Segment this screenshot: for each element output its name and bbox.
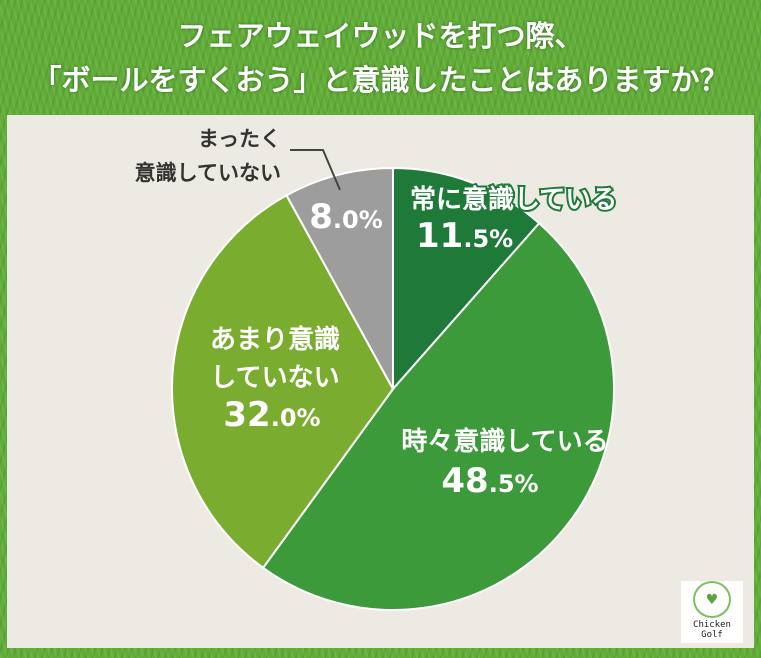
- slice-label: 常に意識している: [410, 184, 617, 215]
- leader-line: [290, 149, 341, 191]
- slice-label: まったく: [198, 127, 281, 151]
- logo-text-2: Golf: [701, 630, 723, 640]
- chicken-golf-logo: ♥ Chicken Golf: [681, 581, 743, 643]
- chart-title: フェアウェイウッドを打つ際、 「ボールをすくおう」と意識したことはありますか？: [0, 14, 761, 102]
- slice-label: していない: [210, 363, 339, 393]
- slice-value-label: 32.0%: [223, 395, 320, 435]
- slice-label: 意識していない: [135, 161, 281, 185]
- slice-value-label: 48.5%: [441, 461, 538, 501]
- logo-text-1: Chicken: [693, 620, 731, 630]
- pie-slice: [285, 166, 394, 390]
- pie-slice: [392, 166, 541, 392]
- title-line-2: 「ボールをすくおう」と意識したことはありますか？: [32, 63, 729, 97]
- pie-slice: [171, 193, 395, 570]
- pie-slice: [261, 221, 615, 611]
- slice-value-label: 11.5%: [416, 216, 513, 256]
- slice-value-label: 8.0%: [309, 197, 383, 237]
- chicken-icon: ♥: [693, 581, 731, 618]
- slice-label: あまり意識: [210, 324, 340, 355]
- slice-label: 時々意識している: [401, 426, 608, 457]
- title-line-1: フェアウェイウッドを打つ際、: [177, 19, 584, 53]
